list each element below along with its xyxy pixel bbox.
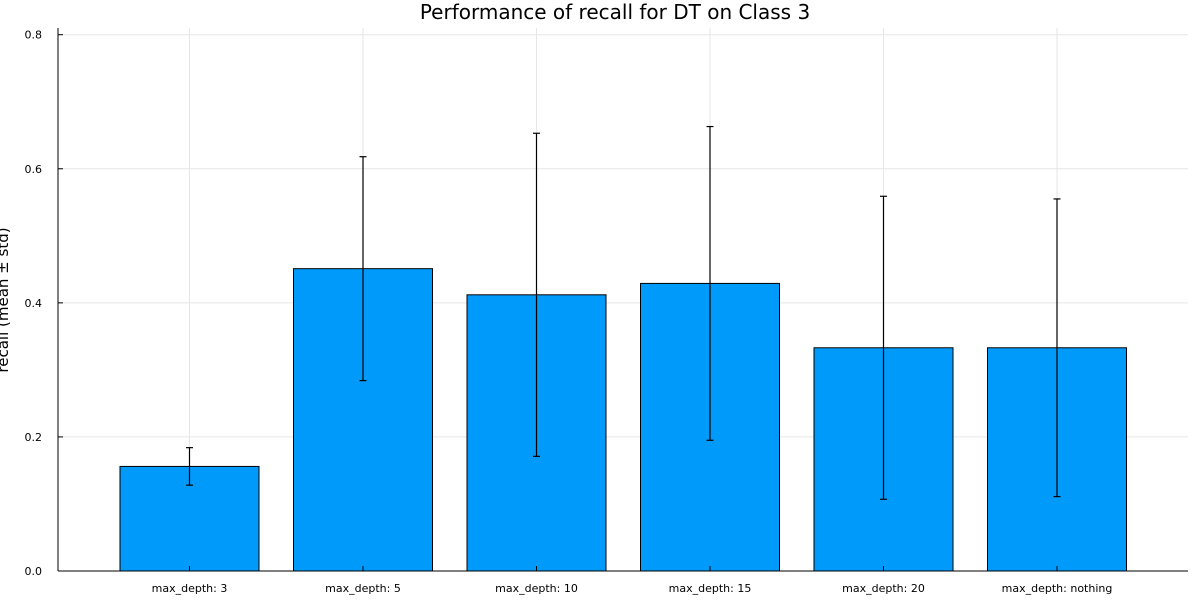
x-tick-label: max_depth: 20 — [842, 582, 925, 595]
x-ticks: max_depth: 3 max_depth: 5 max_depth: 10 max… — [152, 566, 1113, 595]
bars-group — [119, 268, 1127, 572]
y-tick-label: 0.8 — [25, 29, 43, 42]
y-tick-label: 0.4 — [25, 297, 43, 310]
chart-title: Performance of recall for DT on Class 3 — [420, 0, 810, 24]
error-bars-group — [186, 125, 1061, 500]
axes — [57, 28, 1188, 572]
x-tick-label: max_depth: 10 — [495, 582, 578, 595]
x-tick-label: max_depth: nothing — [1002, 582, 1113, 595]
y-tick-label: 0.6 — [25, 163, 43, 176]
x-tick-label: max_depth: 5 — [325, 582, 401, 595]
y-tick-label: 0.0 — [25, 565, 43, 578]
y-axis-label: recall (mean ± std) — [0, 227, 12, 372]
x-tick-label: max_depth: 3 — [152, 582, 228, 595]
y-ticks: 0.0 0.2 0.4 0.6 0.8 — [25, 29, 63, 578]
x-tick-label: max_depth: 15 — [669, 582, 752, 595]
grid-lines — [58, 28, 1188, 572]
y-tick-label: 0.2 — [25, 431, 43, 444]
